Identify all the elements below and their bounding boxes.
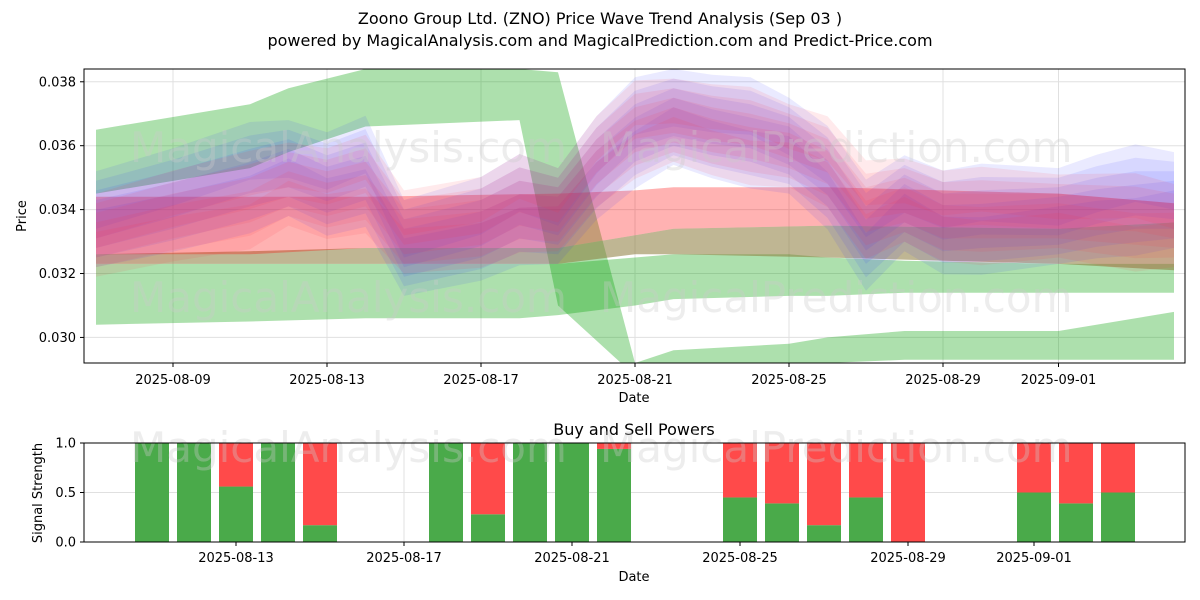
sell-bar [1059, 443, 1093, 504]
sell-bar [765, 443, 799, 504]
price-y-tick-label: 0.030 [39, 331, 76, 346]
buy-bar [429, 443, 463, 542]
signal-x-tick-label: 2025-08-13 [198, 551, 274, 566]
watermark-analysis-bottom: MagicalAnalysis.com [130, 423, 567, 472]
lower-band-1 [96, 254, 1174, 325]
wave-band-5-2 [96, 97, 1174, 258]
signal-x-tick-label: 2025-08-21 [534, 551, 610, 566]
wave-band-5-3 [96, 88, 1174, 248]
signal-bars [135, 443, 1135, 542]
wave-band-4-0 [96, 107, 1174, 296]
price-axis-ticks: 2025-08-09 2025-08-13 2025-08-17 2025-08-21… [39, 75, 1097, 388]
sell-bar [1017, 443, 1051, 493]
watermark-prediction-mid: MagicalPrediction.com [600, 273, 1073, 322]
price-x-tick-label: 2025-08-09 [135, 373, 211, 388]
price-x-tick-label: 2025-08-25 [751, 373, 827, 388]
sell-bar [723, 443, 757, 498]
wave-band-5-1 [96, 107, 1174, 268]
price-x-tick-label: 2025-09-01 [1021, 373, 1097, 388]
price-y-axis-label: Price [15, 200, 30, 232]
price-y-tick-label: 0.032 [39, 267, 76, 282]
signal-x-tick-label: 2025-08-17 [366, 551, 442, 566]
wave-band-4-3 [96, 78, 1174, 268]
signal-y-tick-label: 0.0 [55, 536, 76, 551]
buy-bar [303, 525, 337, 542]
price-y-tick-label: 0.036 [39, 139, 76, 154]
wave-band-4-1 [96, 97, 1174, 287]
signal-x-tick-label: 2025-08-29 [870, 551, 946, 566]
wave-band-5-0 [96, 116, 1174, 277]
signal-x-axis-label: Date [618, 570, 649, 585]
buy-bar [849, 497, 883, 542]
price-x-tick-label: 2025-08-29 [905, 373, 981, 388]
sell-bar [1101, 443, 1135, 493]
watermark-prediction-bottom: MagicalPrediction.com [600, 423, 1073, 472]
signal-y-tick-label: 0.5 [55, 486, 76, 501]
sell-bar [807, 443, 841, 526]
signal-x-tick-label: 2025-08-25 [702, 551, 778, 566]
watermark-prediction-top: MagicalPrediction.com [600, 123, 1073, 172]
price-y-tick-label: 0.034 [39, 203, 76, 218]
signal-axis-ticks: 2025-08-13 2025-08-17 2025-08-21 2025-08-25… [55, 437, 1071, 567]
upper-band-0 [96, 69, 1174, 363]
chart-subtitle: powered by MagicalAnalysis.com and Magic… [267, 31, 933, 50]
chart-title-block: Zoono Group Ltd. (ZNO) Price Wave Trend … [0, 8, 1200, 52]
wave-band-4-4 [96, 69, 1174, 258]
signal-x-tick-label: 2025-09-01 [996, 551, 1072, 566]
price-grid [84, 69, 1185, 363]
buy-bar [555, 443, 589, 542]
signal-y-tick-label: 1.0 [55, 437, 76, 452]
sell-bar [891, 443, 925, 542]
buy-bar [135, 443, 169, 542]
wave-band-4-2 [96, 88, 1174, 277]
sell-bar [597, 443, 631, 449]
price-x-tick-label: 2025-08-17 [443, 373, 519, 388]
buy-bar [597, 448, 631, 542]
signal-y-axis-label: Signal Strength [31, 443, 46, 543]
price-x-axis-label: Date [618, 391, 649, 406]
wave-band-5-4 [96, 78, 1174, 239]
price-x-tick-label: 2025-08-21 [597, 373, 673, 388]
buy-bar [1059, 503, 1093, 542]
buy-bar [219, 486, 253, 542]
price-x-tick-label: 2025-08-13 [289, 373, 365, 388]
watermark-analysis-top: MagicalAnalysis.com [130, 123, 567, 172]
sell-bar [849, 443, 883, 498]
price-bands [96, 69, 1174, 363]
buy-bar [513, 443, 547, 542]
buy-bar [723, 497, 757, 542]
signal-chart-title: Buy and Sell Powers [553, 420, 715, 439]
sell-bar [471, 443, 505, 515]
buy-bar [261, 443, 295, 542]
sell-bar [219, 443, 253, 487]
buy-bar [1101, 492, 1135, 542]
price-band-3 [96, 187, 1174, 255]
middle-band-2 [96, 222, 1174, 271]
watermark-analysis-mid: MagicalAnalysis.com [130, 273, 567, 322]
sell-bar [303, 443, 337, 526]
buy-bar [177, 443, 211, 542]
buy-bar [765, 503, 799, 542]
chart-title: Zoono Group Ltd. (ZNO) Price Wave Trend … [357, 9, 843, 28]
buy-bar [471, 514, 505, 542]
price-y-tick-label: 0.038 [39, 75, 76, 90]
buy-bar [807, 525, 841, 542]
buy-bar [1017, 492, 1051, 542]
